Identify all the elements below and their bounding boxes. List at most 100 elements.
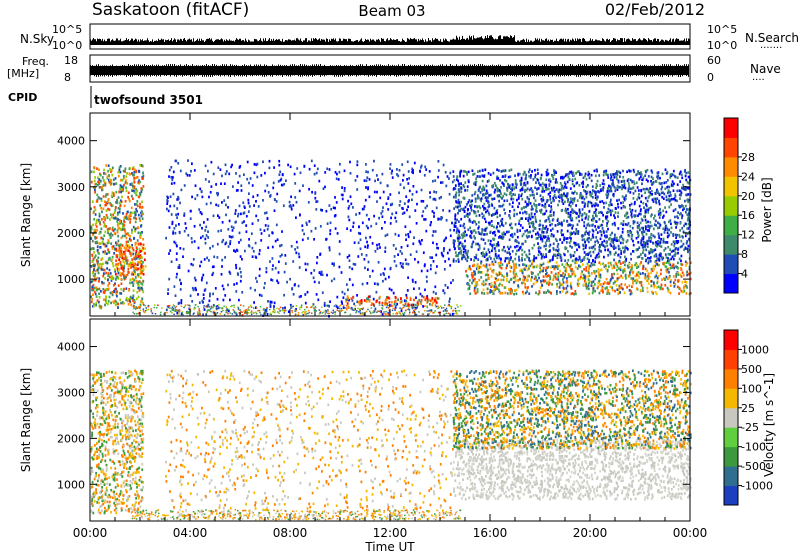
range-cell (508, 184, 511, 187)
range-cell (535, 209, 537, 212)
range-cell (392, 291, 395, 295)
range-cell (140, 187, 143, 190)
range-cell (348, 259, 351, 262)
range-cell (585, 215, 588, 219)
range-cell (550, 229, 552, 232)
range-cell (655, 242, 658, 246)
range-cell (430, 309, 433, 312)
range-cell (111, 204, 114, 207)
range-cell (665, 195, 668, 198)
range-cell (608, 189, 611, 193)
range-cell (429, 303, 431, 306)
range-cell (367, 268, 369, 271)
range-cell (406, 160, 409, 164)
range-cell (548, 220, 551, 223)
range-cell (208, 259, 210, 262)
range-cell (139, 287, 141, 290)
range-cell (505, 179, 508, 183)
range-cell (452, 241, 455, 245)
range-cell (686, 186, 689, 190)
range-cell (279, 255, 282, 258)
range-cell (424, 298, 427, 302)
range-cell (117, 234, 120, 238)
range-cell (308, 220, 311, 223)
range-cell (644, 196, 647, 200)
range-cell (511, 233, 513, 236)
freq-left-unit: [MHz] (7, 67, 39, 80)
range-cell (564, 185, 566, 189)
range-cell (524, 240, 527, 243)
range-cell (368, 195, 371, 199)
range-cell (535, 237, 538, 240)
range-cell (325, 209, 328, 213)
range-cell (173, 204, 176, 208)
range-cell (481, 228, 484, 231)
range-cell (107, 258, 110, 261)
range-cell (190, 237, 193, 240)
freq-left-label: Freq. (22, 55, 49, 68)
range-cell (687, 244, 690, 248)
range-cell (685, 178, 688, 182)
range-cell (107, 251, 110, 254)
nsky-left-tick-bottom: 10^0 (52, 39, 82, 52)
range-cell (505, 193, 508, 197)
range-cell (627, 178, 630, 181)
range-cell (97, 218, 100, 222)
range-cell (475, 253, 478, 257)
range-cell (290, 207, 293, 211)
range-cell (519, 224, 522, 227)
range-cell (489, 193, 492, 197)
range-cell (200, 212, 203, 216)
range-cell (281, 173, 284, 177)
range-cell (590, 238, 592, 241)
range-cell (671, 255, 674, 259)
range-cell (497, 177, 500, 180)
range-cell (426, 299, 429, 303)
nsky-left-label: N.Sky (20, 32, 54, 46)
range-cell (501, 217, 504, 221)
range-cell (257, 205, 260, 208)
range-cell (567, 259, 570, 262)
range-cell (141, 212, 144, 216)
range-cell (560, 187, 563, 190)
range-cell (269, 303, 272, 306)
range-cell (658, 254, 661, 257)
range-cell (317, 298, 320, 302)
range-cell (293, 172, 296, 176)
range-cell (127, 264, 130, 268)
range-cell (117, 302, 120, 306)
range-cell (652, 234, 655, 238)
range-cell (639, 175, 642, 178)
range-cell (680, 212, 682, 215)
range-cell (679, 245, 682, 249)
range-cell (657, 221, 659, 224)
range-cell (136, 210, 138, 213)
range-cell (179, 247, 182, 250)
range-cell (308, 187, 310, 191)
range-cell (569, 216, 572, 220)
range-cell (256, 162, 259, 166)
range-cell (634, 189, 637, 193)
range-cell (655, 190, 658, 193)
range-cell (109, 202, 111, 205)
range-cell (235, 313, 238, 317)
range-cell (650, 213, 653, 216)
range-cell (108, 282, 111, 285)
range-cell (687, 171, 690, 174)
range-cell (622, 220, 625, 223)
range-cell (120, 228, 123, 232)
range-cell (400, 300, 403, 303)
range-cell (485, 196, 488, 199)
range-cell (619, 175, 621, 178)
range-cell (470, 258, 472, 261)
range-cell (558, 190, 560, 194)
range-cell (576, 170, 579, 174)
range-cell (545, 183, 548, 187)
range-cell (570, 210, 572, 214)
range-cell (458, 252, 460, 255)
range-cell (112, 213, 115, 217)
range-cell (415, 296, 417, 299)
range-cell (216, 256, 219, 259)
range-cell (443, 291, 446, 295)
range-cell (299, 171, 302, 175)
